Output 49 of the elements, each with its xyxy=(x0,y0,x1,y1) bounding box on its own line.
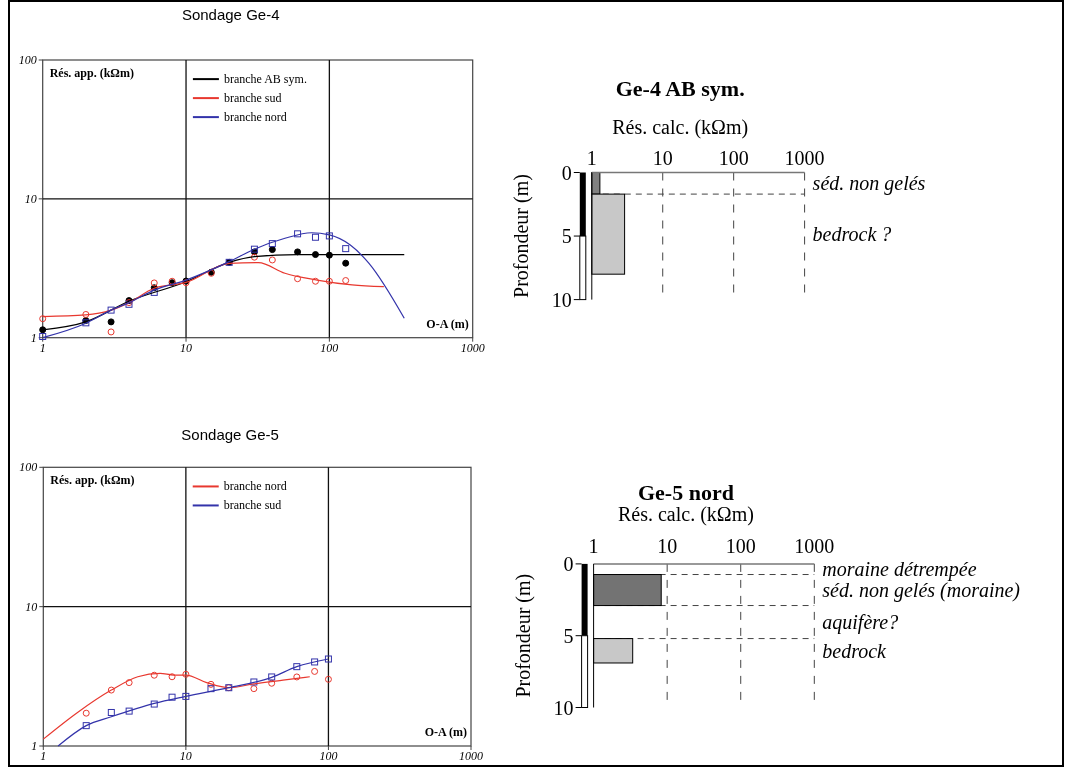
x-axis-title: O-A (m) xyxy=(424,725,467,739)
legend-label: branche AB sym. xyxy=(223,72,307,87)
x-tick-label: 1 xyxy=(586,146,597,169)
x-tick-label: 100 xyxy=(718,146,749,169)
x-tick-label: 10 xyxy=(652,146,673,169)
legend-label: branche nord xyxy=(223,479,287,494)
y-tick-label: 100 xyxy=(19,460,38,475)
x-tick-label: 1000 xyxy=(784,146,825,169)
x-tick-label: 1 xyxy=(588,534,599,557)
y-tick-label: 10 xyxy=(24,191,37,206)
x-tick-label: 1000 xyxy=(794,534,835,557)
y-tick-label: 5 xyxy=(561,225,572,248)
y-axis-title: Rés. app. (kΩm) xyxy=(50,473,135,488)
x-tick-label: 10 xyxy=(179,749,192,763)
chart-title: Sondage Ge-4 xyxy=(181,6,280,23)
x-axis-title: Rés. calc. (kΩm) xyxy=(617,502,754,526)
x-axis-title: O-A (m) xyxy=(426,316,469,331)
x-tick-label: 1 xyxy=(40,749,47,763)
y-axis-title: Profondeur (m) xyxy=(511,573,535,698)
y-tick-label: 1 xyxy=(30,330,37,345)
y-axis-title: Profondeur (m) xyxy=(509,174,533,298)
chart-title: Ge-4 AB sym. xyxy=(615,75,745,101)
x-tick-label: 100 xyxy=(725,534,756,557)
y-tick-label: 0 xyxy=(563,552,574,575)
y-tick-label: 5 xyxy=(563,624,574,647)
x-tick-label: 100 xyxy=(319,749,338,763)
text: moraine détrempée xyxy=(822,558,977,582)
x-tick-label: 100 xyxy=(320,340,339,355)
chart-title: Sondage Ge-5 xyxy=(181,426,279,443)
legend-label: branche sud xyxy=(223,91,282,106)
x-axis-title: Rés. calc. (kΩm) xyxy=(612,115,749,139)
text: bedrock ? xyxy=(812,223,892,246)
y-tick-label: 100 xyxy=(18,53,37,67)
x-tick-label: 10 xyxy=(657,534,678,557)
y-axis-title: Rés. app. (kΩm) xyxy=(49,66,134,80)
y-tick-label: 10 xyxy=(25,599,38,614)
x-tick-label: 1000 xyxy=(460,340,485,355)
y-tick-label: 10 xyxy=(551,288,572,311)
chart-title: Ge-5 nord xyxy=(637,479,734,505)
legend-label: branche sud xyxy=(223,498,282,513)
text: aquifère? xyxy=(822,611,899,635)
y-tick-label: 1 xyxy=(31,739,38,753)
text: bedrock xyxy=(822,639,888,662)
y-tick-label: 0 xyxy=(561,161,572,184)
x-tick-label: 10 xyxy=(180,340,193,355)
text: séd. non gelés xyxy=(812,172,926,196)
legend-label: branche nord xyxy=(223,110,287,125)
y-tick-label: 10 xyxy=(553,696,574,719)
x-tick-label: 1000 xyxy=(459,749,483,763)
